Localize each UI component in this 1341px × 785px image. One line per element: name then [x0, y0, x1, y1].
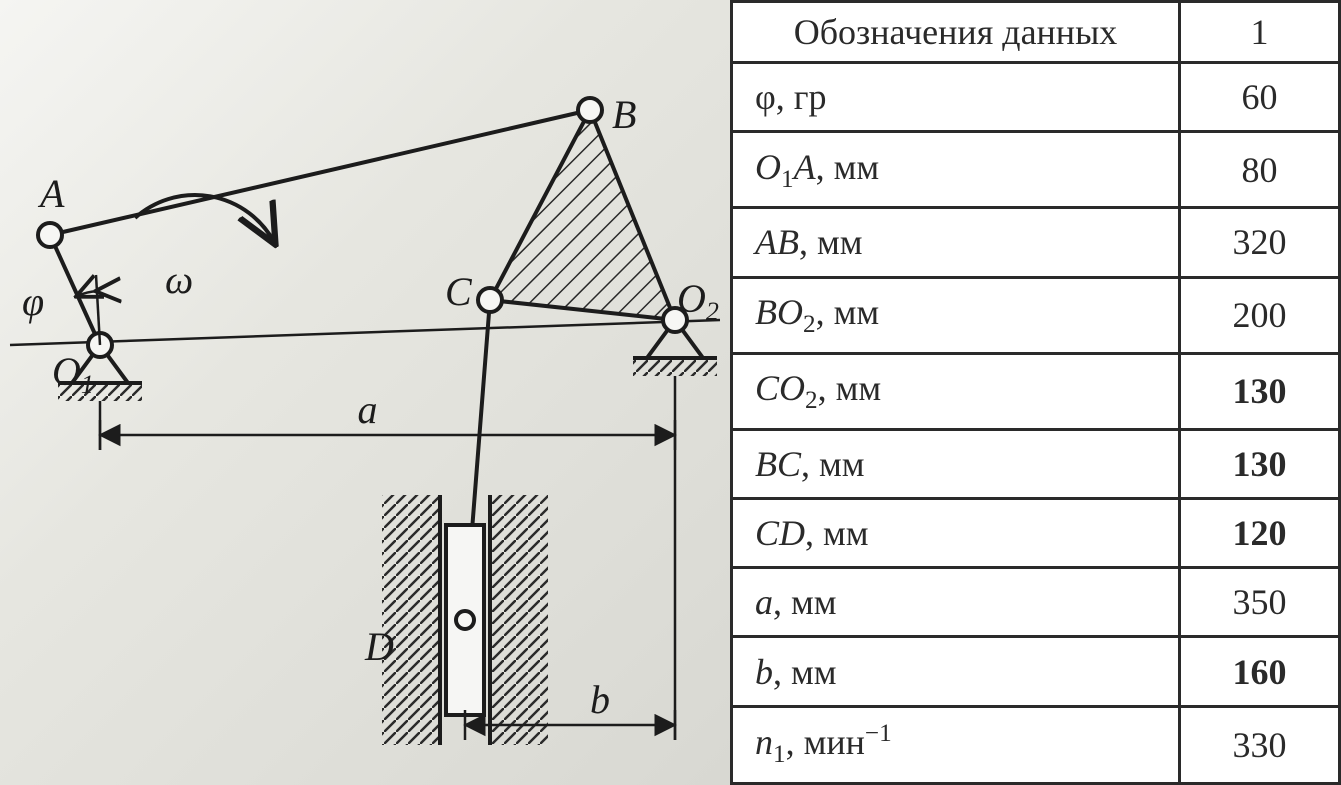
svg-text:B: B [612, 92, 636, 137]
param-label: CO2, мм [732, 353, 1180, 429]
svg-text:A: A [37, 171, 65, 216]
table-row: BO2, мм200 [732, 277, 1340, 353]
data-table-pane: Обозначения данных 1 φ, гр60O1A, мм80AB,… [730, 0, 1341, 785]
table-row: AB, мм320 [732, 208, 1340, 277]
param-label: BO2, мм [732, 277, 1180, 353]
table-row: n1, мин−1330 [732, 706, 1340, 783]
svg-text:a: a [358, 387, 378, 432]
table-row: CD, мм120 [732, 499, 1340, 568]
param-value: 120 [1180, 499, 1340, 568]
table-header-col2: 1 [1180, 2, 1340, 63]
param-value: 200 [1180, 277, 1340, 353]
param-label: φ, гр [732, 63, 1180, 132]
mechanism-diagram: a b A B C O1 O2 Dφ ω [0, 0, 730, 785]
svg-text:b: b [590, 677, 610, 722]
param-value: 80 [1180, 132, 1340, 208]
svg-text:C: C [445, 269, 473, 314]
param-value: 60 [1180, 63, 1340, 132]
param-value: 330 [1180, 706, 1340, 783]
param-label: b, мм [732, 637, 1180, 706]
table-row: a, мм350 [732, 568, 1340, 637]
param-value: 130 [1180, 353, 1340, 429]
table-header-col1: Обозначения данных [732, 2, 1180, 63]
table-row: CO2, мм130 [732, 353, 1340, 429]
svg-text:O1: O1 [52, 349, 94, 399]
svg-text:ω: ω [165, 257, 193, 302]
param-label: a, мм [732, 568, 1180, 637]
svg-text:φ: φ [22, 279, 44, 324]
param-label: n1, мин−1 [732, 706, 1180, 783]
table-row: φ, гр60 [732, 63, 1340, 132]
param-label: BC, мм [732, 429, 1180, 498]
parameters-table: Обозначения данных 1 φ, гр60O1A, мм80AB,… [730, 0, 1341, 785]
param-value: 160 [1180, 637, 1340, 706]
param-label: AB, мм [732, 208, 1180, 277]
param-value: 350 [1180, 568, 1340, 637]
table-row: BC, мм130 [732, 429, 1340, 498]
param-label: O1A, мм [732, 132, 1180, 208]
param-value: 130 [1180, 429, 1340, 498]
param-label: CD, мм [732, 499, 1180, 568]
svg-text:D: D [364, 624, 394, 669]
table-row: b, мм160 [732, 637, 1340, 706]
param-value: 320 [1180, 208, 1340, 277]
table-row: O1A, мм80 [732, 132, 1340, 208]
svg-text:O2: O2 [677, 276, 719, 326]
